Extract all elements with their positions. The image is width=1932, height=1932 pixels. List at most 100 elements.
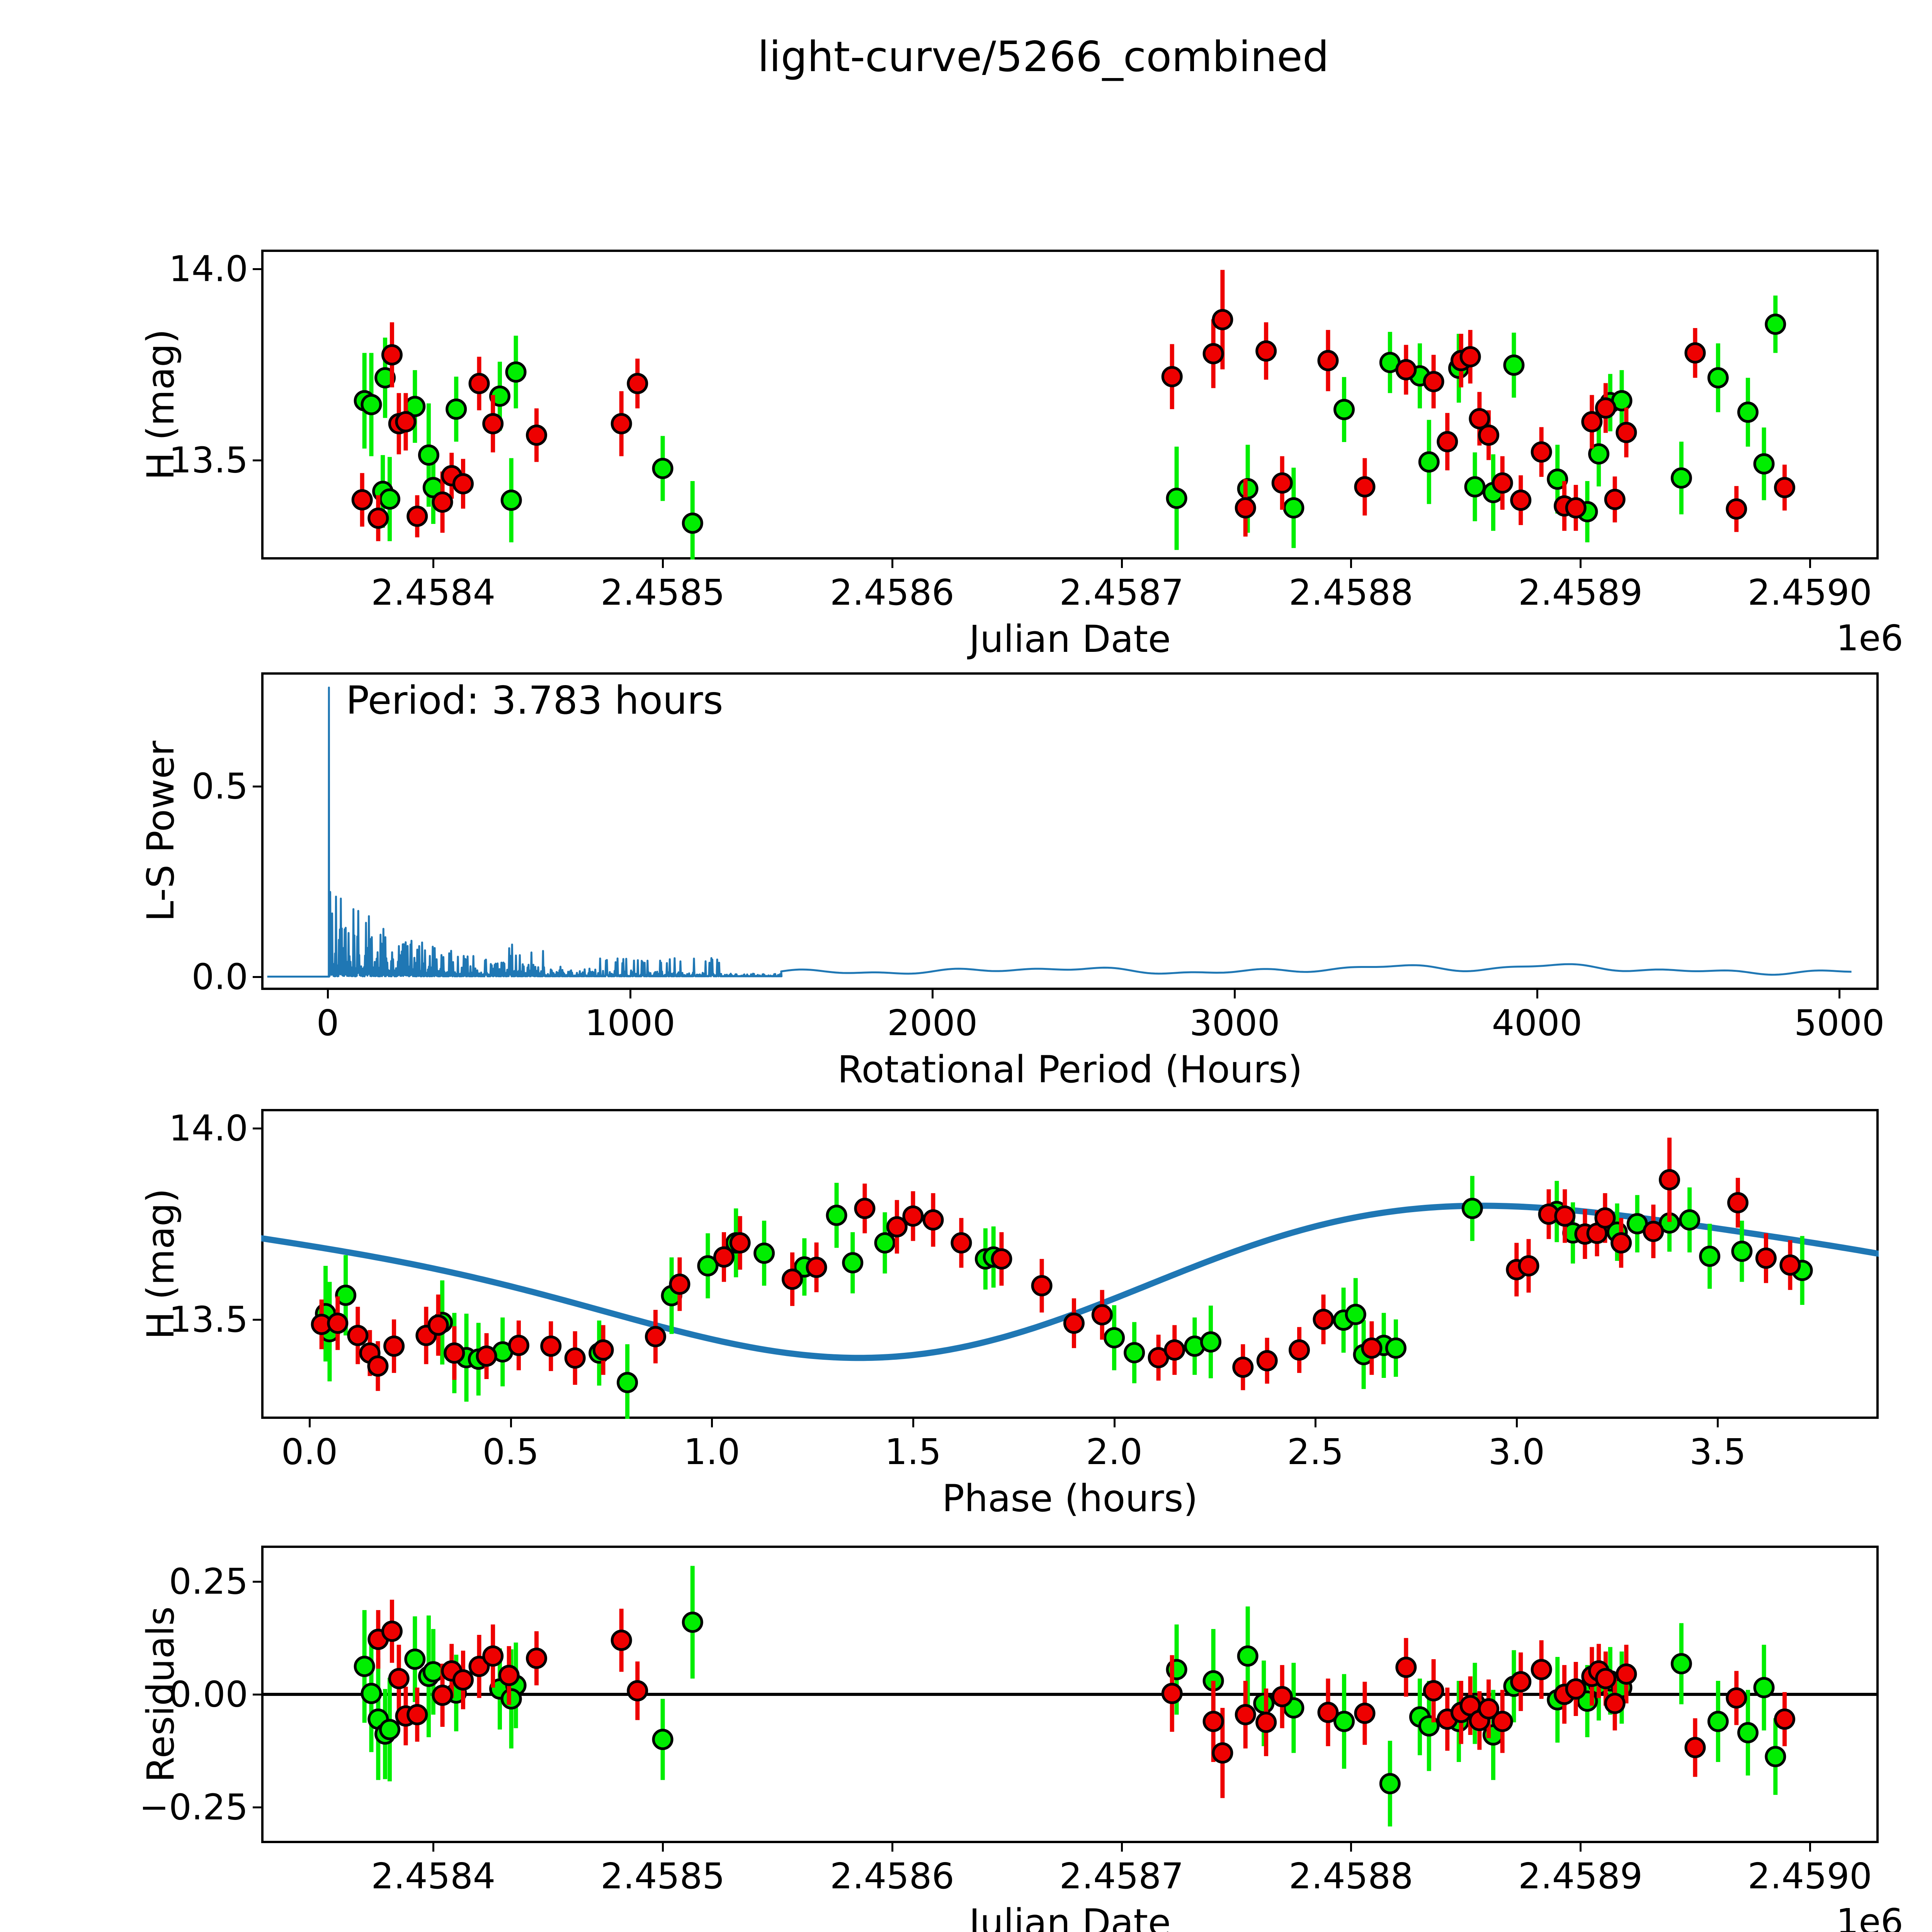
data-point [1492,1711,1513,1732]
x-tick-label: 2.4587 [1059,572,1184,613]
data-point [327,1312,349,1334]
data-point [482,413,504,435]
data-point [374,367,396,389]
x-tickmark [1113,1419,1116,1427]
data-point [1437,431,1458,452]
x-tickmark [308,1419,311,1427]
data-point [427,1314,449,1336]
data-point [1684,342,1706,364]
data-point [1707,1711,1729,1732]
x-tick-label: 1.5 [884,1431,942,1473]
x-tick-label: 2.4586 [830,1855,954,1897]
x-tick-label: 2.4584 [371,572,496,613]
data-point [422,1661,444,1683]
x-tick-label: 3.0 [1488,1431,1545,1473]
x-axis-label: Phase (hours) [942,1477,1198,1520]
x-tickmark [1234,990,1236,998]
data-point [1317,1702,1339,1723]
y-tickmark [253,268,261,270]
data-point [1423,371,1444,393]
data-point [1345,1304,1366,1325]
data-point [383,1335,405,1357]
data-point [1774,1708,1796,1730]
x-tick-label: 2.4584 [371,1855,496,1897]
x-tickmark [1809,560,1811,568]
data-point [1104,1327,1125,1349]
x-axis-offset-label: 1e6 [1836,617,1903,659]
data-point [1317,350,1339,371]
y-tick-label: 0.0 [191,956,248,998]
x-tickmark [629,990,631,998]
data-point [1237,1645,1259,1667]
data-point [1200,1331,1221,1353]
data-point [452,473,474,495]
x-tick-label: 2.4590 [1747,572,1872,613]
data-point [351,489,373,511]
data-point [1253,1692,1275,1714]
data-point [1313,1309,1334,1330]
data-point [842,1252,864,1274]
series-green-band [354,295,1786,560]
data-point [354,1656,375,1677]
data-point [526,424,548,446]
data-point [874,1232,896,1254]
data-point [1361,1337,1383,1359]
data-point [540,1335,562,1357]
data-point [526,1648,548,1669]
data-point [508,1335,529,1356]
x-tick-label: 2.4589 [1518,572,1643,613]
series-red-band [351,270,1796,541]
data-point [1161,1683,1183,1704]
y-tickmark [253,1581,261,1583]
x-tick-label: 2.4587 [1059,1855,1184,1897]
data-point [1779,1254,1801,1276]
data-point [1124,1342,1145,1364]
data-point [1283,497,1304,519]
data-point [592,1339,614,1361]
data-point [395,411,417,433]
data-point [1235,497,1256,519]
data-point [367,1355,389,1377]
data-point [1595,397,1616,419]
data-point [1594,1207,1616,1229]
data-point [1395,1656,1417,1678]
data-point [1726,498,1747,520]
x-tickmark [1350,1843,1352,1852]
data-point [682,512,703,534]
data-point [489,385,511,407]
x-tick-label: 0 [316,1002,339,1044]
periodogram-annotation: Period: 3.783 hours [346,678,723,723]
data-point [381,344,403,366]
y-tick-label: 13.5 [169,1299,248,1340]
data-point [1469,408,1490,430]
y-tick-label: 0.00 [169,1673,248,1715]
data-point [1531,1659,1552,1680]
data-point [1659,1169,1680,1190]
x-tick-label: 5000 [1794,1002,1885,1044]
data-point [611,1629,632,1651]
data-point [1755,1247,1777,1269]
data-point [468,373,490,395]
data-point [729,1232,751,1254]
x-tickmark [432,560,435,568]
x-tickmark [1315,1419,1317,1427]
x-tick-label: 2.4590 [1747,1855,1872,1897]
data-point [1271,472,1293,494]
data-point [645,1326,666,1347]
data-point [1333,399,1355,420]
y-tick-label: 0.25 [169,1561,248,1602]
x-tick-label: 2.4588 [1289,1855,1413,1897]
data-point [652,457,673,479]
data-point [1459,346,1481,367]
data-point [1235,1704,1256,1725]
periodogram-line [267,686,1852,978]
data-point [1765,1746,1786,1767]
x-tickmark [931,990,934,998]
x-tickmark [891,1843,893,1852]
x-tickmark [510,1419,512,1427]
data-point [951,1232,972,1254]
data-point [753,1242,775,1264]
x-tick-label: 2.5 [1287,1431,1344,1473]
data-point [1202,343,1224,364]
